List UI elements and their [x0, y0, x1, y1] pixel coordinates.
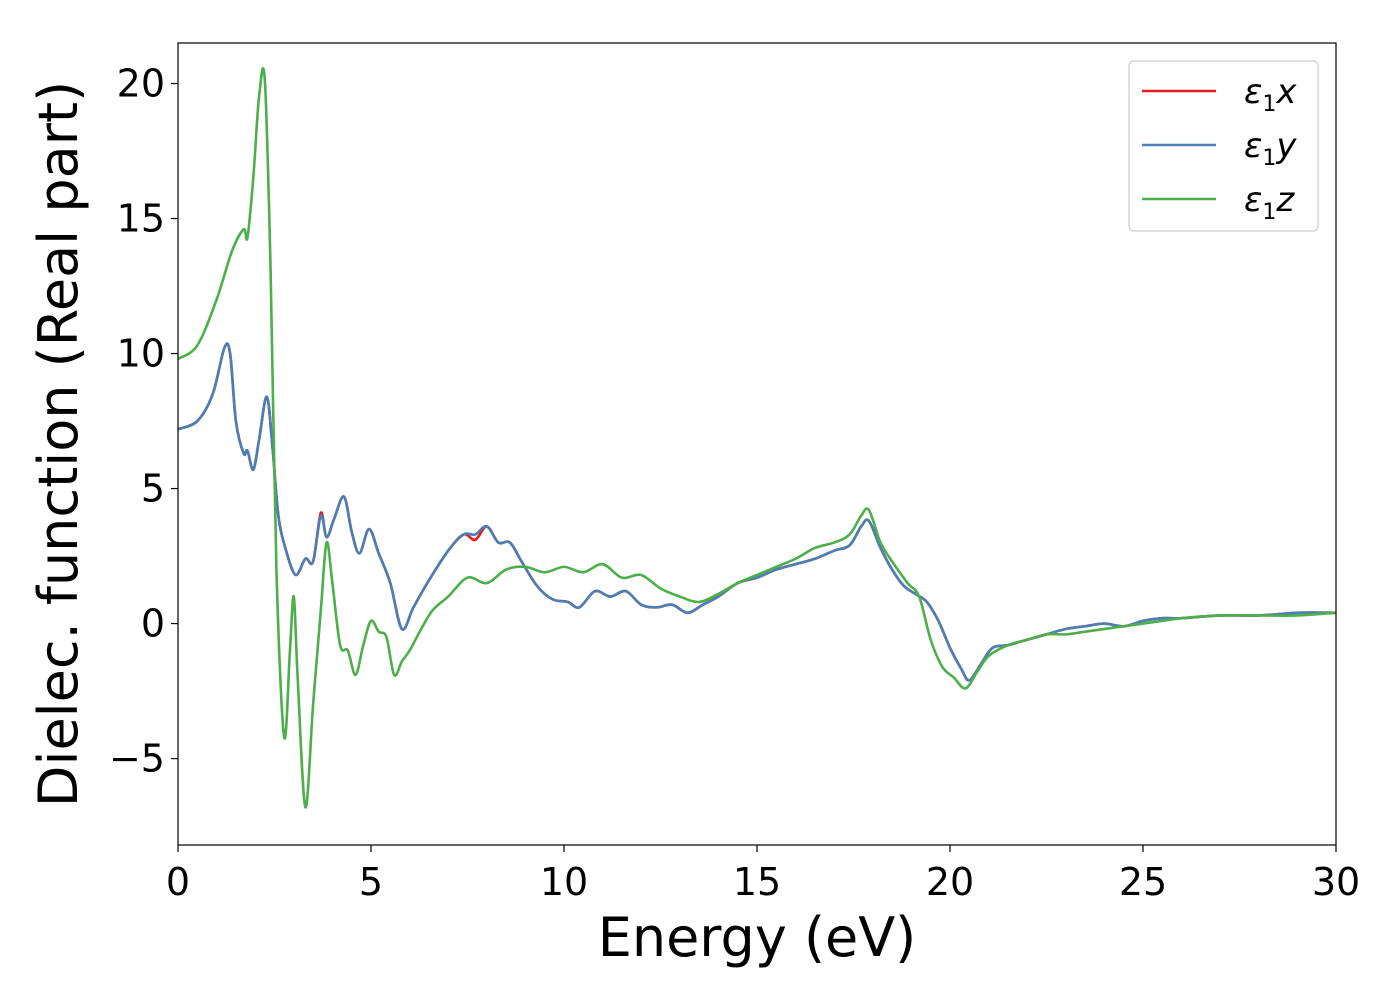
- x-tick-label: 20: [926, 860, 974, 904]
- y-tick-label: 5: [141, 467, 165, 511]
- legend-variable: y: [1275, 126, 1297, 166]
- legend-symbol: ε: [1244, 126, 1262, 166]
- legend-entry-label: ε1y: [1244, 126, 1297, 171]
- x-tick-label: 25: [1119, 860, 1167, 904]
- y-tick-label: 15: [117, 197, 165, 241]
- x-tick-label: 30: [1312, 860, 1360, 904]
- legend-entry-label: ε1z: [1244, 180, 1295, 225]
- x-tick-label: 5: [359, 860, 383, 904]
- y-tick-label: −5: [109, 737, 165, 781]
- series-line-e1z: [178, 67, 1336, 809]
- legend-variable: z: [1275, 180, 1295, 220]
- y-tick-label: 20: [117, 62, 165, 106]
- legend-box: [1128, 60, 1319, 232]
- legend-subscript: 1: [1262, 146, 1276, 171]
- legend-variable: x: [1275, 72, 1297, 112]
- y-tick-label: 10: [117, 332, 165, 376]
- series-line-e1y: [178, 342, 1336, 682]
- legend-symbol: ε: [1244, 180, 1262, 220]
- x-tick-label: 15: [733, 860, 781, 904]
- legend-entry-label: ε1x: [1244, 72, 1297, 117]
- legend-subscript: 1: [1262, 92, 1276, 117]
- legend-symbol: ε: [1244, 72, 1262, 112]
- x-axis-label: Energy (eV): [598, 906, 917, 969]
- legend-subscript: 1: [1262, 200, 1276, 225]
- y-tick-label: 0: [141, 602, 165, 646]
- y-axis-label: Dielec. function (Real part): [27, 81, 90, 807]
- x-tick-label: 10: [540, 860, 588, 904]
- x-tick-label: 0: [166, 860, 190, 904]
